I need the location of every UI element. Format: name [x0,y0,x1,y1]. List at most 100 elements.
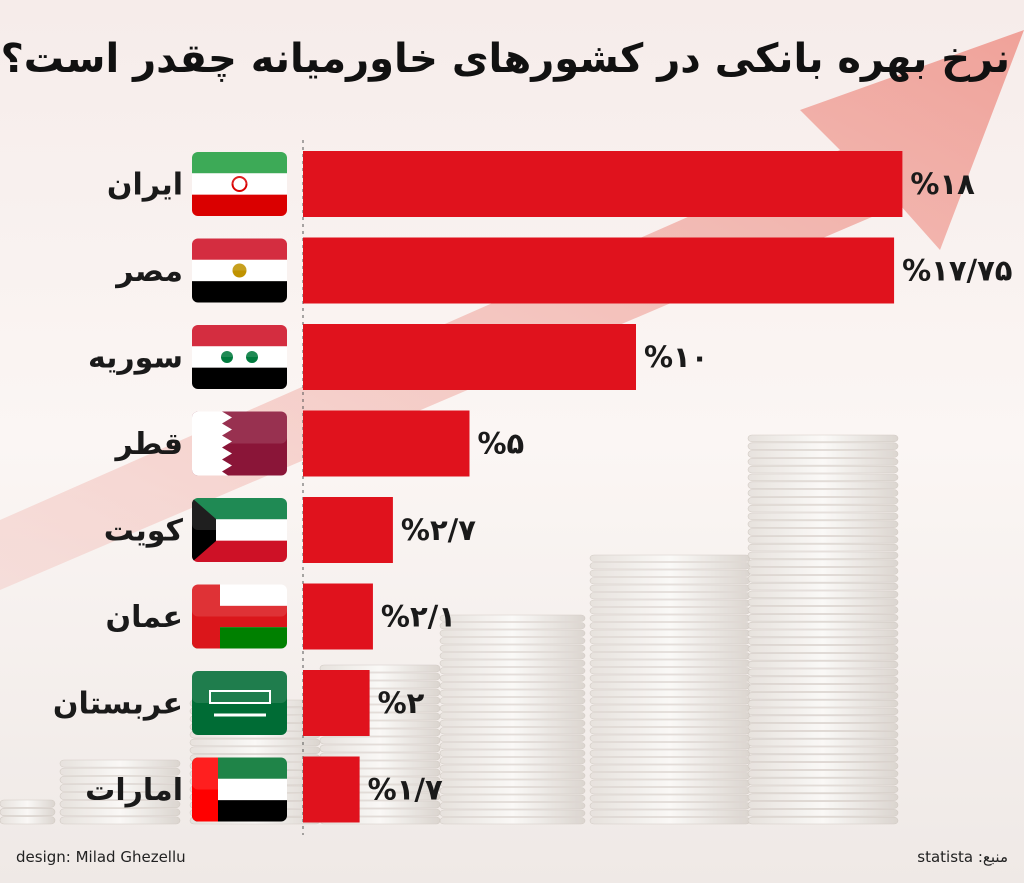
coin [747,434,899,443]
flag-gloss [192,238,287,271]
coin [747,543,899,552]
category-label: قطر [113,427,183,462]
coin [439,629,586,637]
coin [589,727,751,735]
flag-part [232,263,247,278]
coin [439,637,586,645]
coin [747,614,899,622]
category-label: کویت [104,514,184,549]
flag [192,584,287,649]
coin [589,734,751,742]
coin [439,704,586,712]
flag-part [192,173,287,195]
category-label: ایران [107,168,183,203]
coin [747,793,899,801]
coin [747,637,899,645]
coin [747,559,899,567]
coin [439,644,586,652]
coin [589,697,751,705]
coin [0,808,56,816]
coin [589,577,751,585]
coin [589,704,751,712]
flag-body [192,671,287,735]
coin [589,674,751,682]
coin [589,817,751,825]
flag-part [192,540,287,562]
coin [189,746,321,754]
coin [589,554,751,562]
flag-part [246,351,258,363]
coin [589,652,751,660]
coin [747,715,899,723]
bar [303,151,903,217]
coin [439,667,586,675]
coin [589,622,751,630]
coin [589,562,751,570]
coin [747,660,899,669]
flag-gloss [192,498,287,530]
coin [59,775,181,784]
flag-part [231,176,248,192]
coin [439,622,586,630]
flag [192,325,287,389]
coin [589,712,751,720]
coin [589,569,751,577]
coin [747,504,899,513]
chart-title: نرخ بهره بانکی در کشورهای خاورمیانه چقدر… [1,36,1010,82]
bar [303,670,370,736]
coin [589,667,751,675]
coin [747,653,899,661]
coin [439,614,586,622]
coin [589,592,751,600]
coin [439,802,586,810]
coin [747,777,899,786]
coin [59,759,181,768]
flag-part [192,325,287,347]
value-label: %۲/۷ [401,513,476,547]
flag-body [192,152,287,216]
coin [747,754,899,762]
flag-part [192,757,218,822]
bar [303,756,360,823]
coin [589,749,751,757]
coin [747,684,899,692]
coin [589,637,751,645]
coin [747,590,899,599]
coin [439,719,586,727]
flag-part [192,346,287,368]
coin [0,816,56,825]
flag-gloss [192,325,287,357]
coin [59,800,181,809]
coin [747,816,899,825]
value-label: %۱/۷ [368,773,443,807]
coin [319,744,441,753]
coin [747,473,899,482]
category-label: عربستان [53,687,183,722]
coin [439,757,586,765]
coin [747,442,899,450]
coin [0,799,56,808]
coin [589,614,751,622]
category-label: سوریه [88,341,183,376]
value-label: %۲/۱ [381,600,456,634]
flag-part [192,281,287,303]
coin [589,794,751,802]
coin [747,458,899,466]
value-label: %۱۰ [644,340,708,374]
coin [747,528,899,536]
flag-part [192,238,287,260]
flag [192,152,287,216]
coin [747,575,899,583]
bar [303,324,636,390]
coin [439,727,586,735]
coin [439,817,586,825]
coin [589,787,751,795]
coin [747,512,899,521]
coin [589,764,751,772]
coin [747,606,899,614]
flag [192,498,287,562]
value-label: %۱۸ [910,167,975,201]
value-label: %۲ [378,686,425,720]
coin [747,770,899,778]
coin [59,792,181,800]
